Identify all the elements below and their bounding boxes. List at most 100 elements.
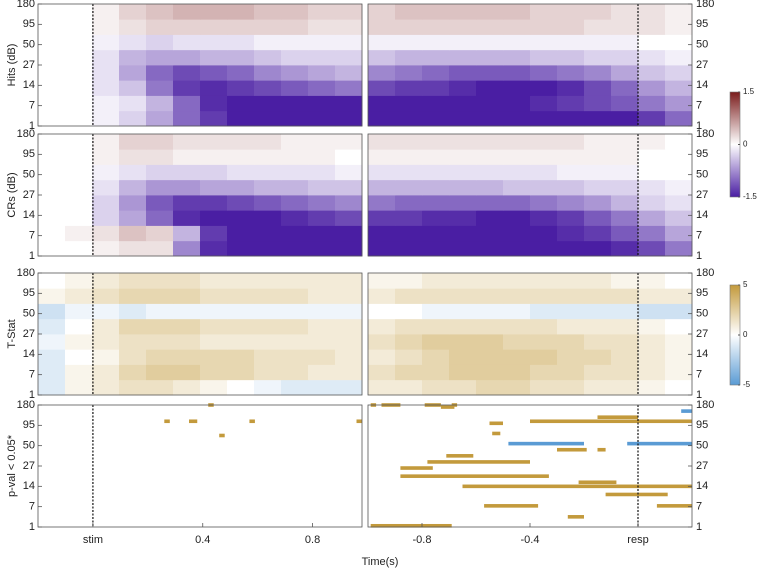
heatmap-cell (92, 288, 120, 304)
heatmap-cell (584, 379, 612, 396)
heatmap-cell (92, 4, 120, 20)
heatmap-cell (611, 195, 639, 211)
heatmap-cell (368, 49, 396, 66)
heatmap-cell (368, 65, 396, 81)
heatmap-cell (92, 364, 120, 381)
heatmap-cell (422, 134, 450, 150)
heatmap-cell (584, 179, 612, 196)
y-tick-label: 27 (23, 328, 35, 340)
heatmap-cell (281, 95, 309, 112)
significance-bar (446, 454, 474, 458)
heatmap-cell (638, 95, 666, 112)
heatmap-cell (119, 195, 147, 211)
heatmap-cell (665, 110, 693, 127)
heatmap-cell (281, 318, 309, 335)
heatmap-cell (557, 195, 585, 211)
heatmap-cell (38, 318, 66, 335)
heatmap-cell (38, 4, 66, 20)
heatmap-cell (368, 134, 396, 150)
heatmap-cell (530, 149, 558, 165)
heatmap-cell (584, 210, 612, 226)
heatmap-cell (638, 80, 666, 96)
heatmap-cell (308, 273, 336, 289)
heatmap-cell (200, 19, 228, 35)
heatmap-cell (665, 303, 693, 320)
heatmap-cell (368, 334, 396, 350)
heatmap-cell (119, 379, 147, 396)
y-tick-label: 50 (696, 308, 708, 320)
heatmap-cell (611, 334, 639, 350)
heatmap-cell (422, 49, 450, 66)
heatmap-cell (638, 364, 666, 381)
heatmap-cell (557, 273, 585, 289)
heatmap-cell (119, 80, 147, 96)
heatmap-cell (146, 164, 174, 181)
heatmap-cell (308, 49, 336, 66)
significance-bar (400, 474, 549, 478)
heatmap-cell (449, 273, 477, 289)
heatmap-cell (308, 303, 336, 320)
heatmap-cell (281, 149, 309, 165)
heatmap-cell (65, 149, 93, 165)
heatmap-cell (368, 364, 396, 381)
heatmap-cell (92, 80, 120, 96)
heatmap-cell (503, 225, 531, 242)
heatmap-cell (422, 210, 450, 226)
heatmap-cell (557, 134, 585, 150)
heatmap-cell (119, 179, 147, 196)
heatmap-cell (65, 95, 93, 112)
x-tick-label: 0.4 (195, 534, 210, 546)
significance-bar (219, 433, 225, 438)
heatmap-cell (227, 164, 255, 181)
heatmap-cell (227, 49, 255, 66)
heatmap-cell (38, 364, 66, 381)
heatmap-cell (503, 65, 531, 81)
heatmap-cell (638, 19, 666, 35)
heatmap-cell (530, 225, 558, 242)
significance-bar (440, 405, 455, 409)
heatmap-cell (665, 34, 693, 51)
heatmap-cell (611, 4, 639, 20)
heatmap-cell (227, 334, 255, 350)
heatmap-cell (503, 273, 531, 289)
significance-bar (557, 447, 587, 452)
heatmap-cell (119, 49, 147, 66)
y-axis-label: CRs (dB) (6, 172, 18, 217)
heatmap-cell (335, 65, 363, 81)
heatmap-cell (611, 179, 639, 196)
heatmap-cell (368, 318, 396, 335)
heatmap-cell (665, 349, 693, 365)
heatmap-cell (38, 149, 66, 165)
heatmap-cell (368, 110, 396, 127)
heatmap-cell (227, 110, 255, 127)
heatmap-cell (281, 349, 309, 365)
heatmap-cell (173, 65, 201, 81)
heatmap-cell (530, 379, 558, 396)
heatmap-cell (611, 364, 639, 381)
heatmap-cell (65, 134, 93, 150)
heatmap-cell (476, 19, 504, 35)
heatmap-cell (422, 19, 450, 35)
heatmap-cell (38, 240, 66, 257)
heatmap-cell (254, 288, 282, 304)
heatmap-cell (200, 364, 228, 381)
heatmap-cell (119, 273, 147, 289)
y-tick-label: 1 (29, 250, 35, 262)
heatmap-cell (119, 334, 147, 350)
x-tick-label: -0.8 (413, 534, 432, 546)
heatmap-cell (665, 149, 693, 165)
heatmap-cell (92, 273, 120, 289)
y-axis-label: T-Stat (6, 319, 18, 348)
heatmap-cell (476, 4, 504, 20)
heatmap-cell (530, 110, 558, 127)
heatmap-cell (665, 179, 693, 196)
heatmap-cell (368, 179, 396, 196)
heatmap-cell (65, 80, 93, 96)
heatmap-cell (638, 164, 666, 181)
heatmap-cell (92, 95, 120, 112)
heatmap-cell (584, 364, 612, 381)
heatmap-cell (38, 349, 66, 365)
heatmap-cell (308, 95, 336, 112)
heatmap-cell (530, 95, 558, 112)
heatmap-cell (368, 34, 396, 51)
